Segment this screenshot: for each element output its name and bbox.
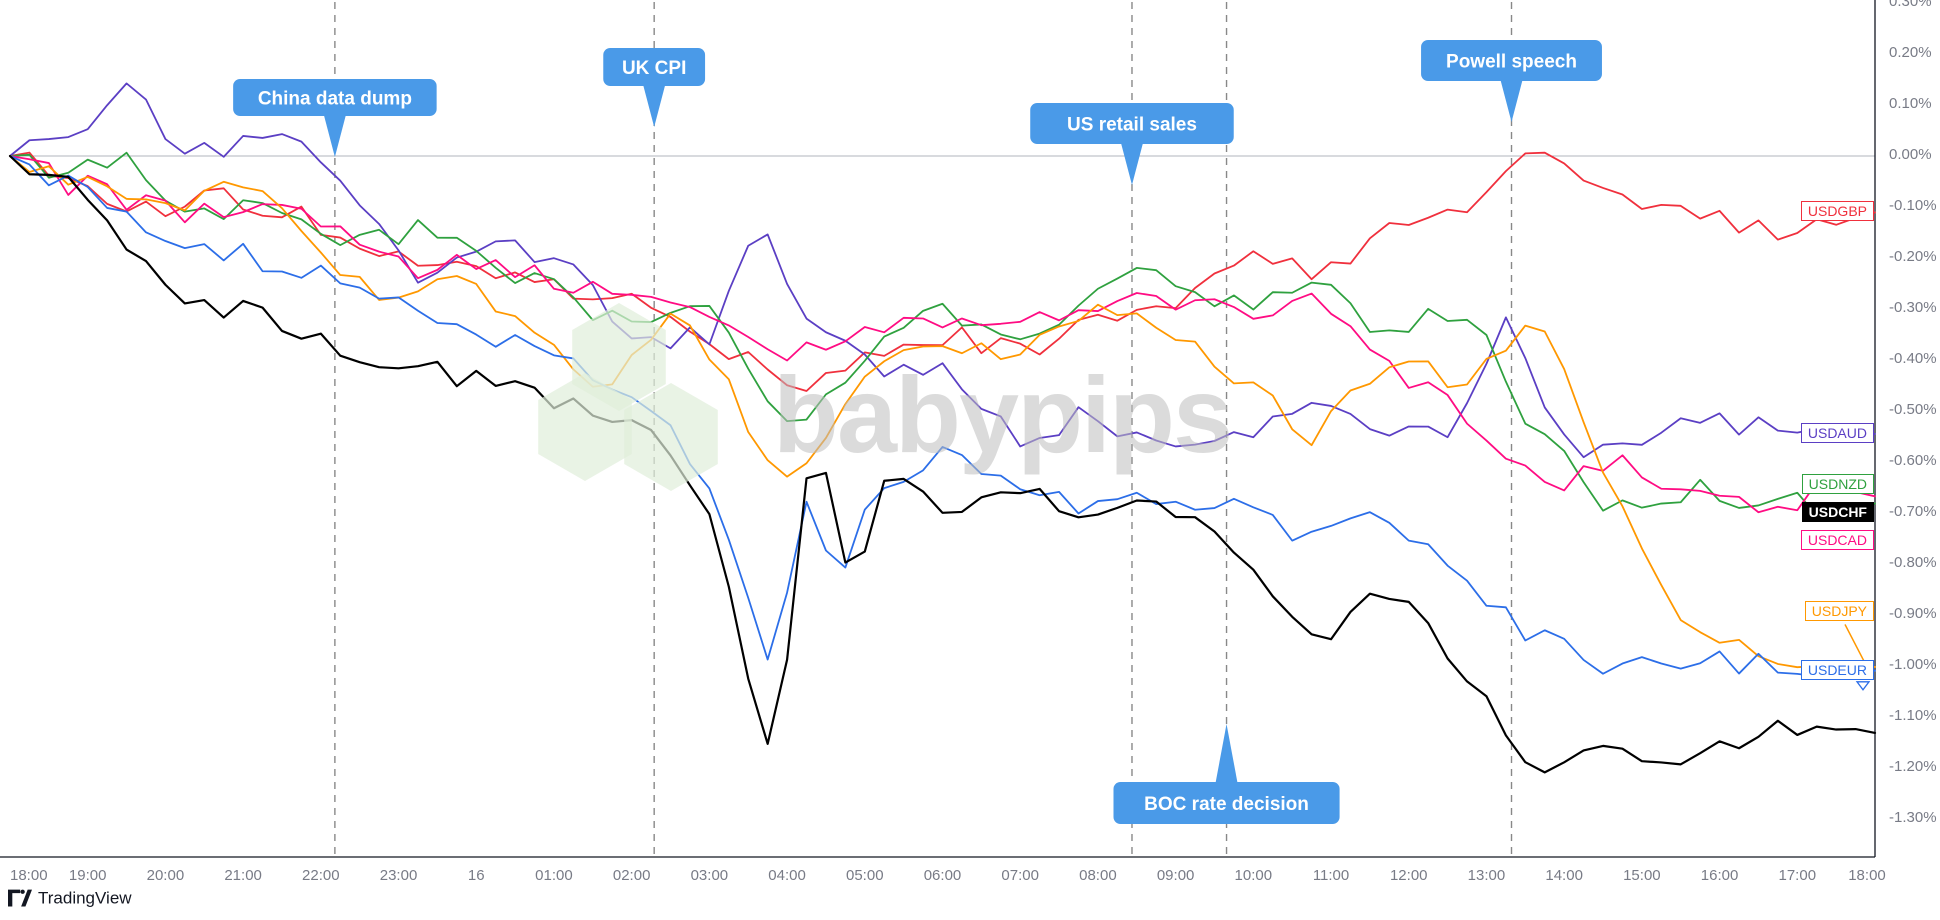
svg-text:China data dump: China data dump <box>258 89 412 110</box>
svg-text:US retail sales: US retail sales <box>1067 115 1197 136</box>
svg-text:BOC rate decision: BOC rate decision <box>1144 794 1309 815</box>
svg-text:Powell speech: Powell speech <box>1446 52 1577 73</box>
svg-text:babypips: babypips <box>773 354 1231 475</box>
svg-text:UK CPI: UK CPI <box>622 58 686 79</box>
